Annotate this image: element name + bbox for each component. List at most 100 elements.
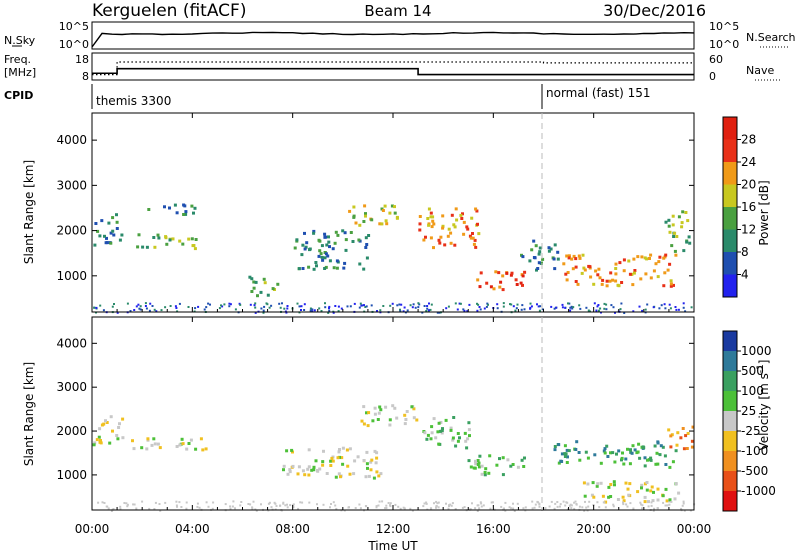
velocity-cell [404, 418, 408, 421]
power-cell [395, 216, 399, 220]
velocity-cell [148, 507, 151, 510]
velocity-cell [513, 509, 516, 512]
station-title: Kerguelen (fitACF) [92, 1, 246, 21]
power-cell [437, 238, 441, 242]
velocity-cell [573, 501, 576, 504]
power-cell [445, 307, 448, 310]
velocity-cell [231, 505, 234, 508]
power-cell [483, 307, 486, 310]
power-colorbar-segment [723, 162, 737, 185]
power-colorbar: 4 8 12 16 20 24 28 [722, 116, 756, 298]
power-cell [686, 219, 690, 223]
power-cell [333, 241, 337, 245]
power-cell [441, 214, 445, 218]
power-cell [153, 308, 156, 311]
velocity-cell [435, 505, 438, 507]
power-cell [312, 267, 316, 271]
power-cell [465, 225, 469, 229]
velocity-cell [412, 416, 416, 420]
power-cell [569, 306, 572, 309]
power-cell [471, 232, 474, 235]
velocity-cell [593, 453, 597, 457]
freq-tick-low: 8 [82, 70, 89, 83]
power-cell [618, 261, 622, 265]
velocity-cell [567, 449, 571, 453]
velocity-cell [196, 502, 199, 505]
power-cell [562, 262, 566, 266]
velocity-y-tick-label: 4000 [56, 336, 87, 350]
velocity-cell [647, 505, 650, 508]
velocity-cell [388, 423, 392, 427]
power-cell [351, 240, 355, 243]
velocity-cell [423, 431, 427, 435]
velocity-cell [461, 506, 464, 509]
velocity-cell [239, 504, 242, 507]
power-cell [248, 275, 252, 279]
power-cell [496, 307, 499, 310]
power-cell [596, 273, 600, 277]
velocity-cell [482, 504, 485, 507]
power-cell [614, 272, 618, 276]
power-cell [674, 253, 678, 257]
power-cell [309, 309, 312, 312]
power-cell [505, 271, 509, 275]
power-cell [501, 288, 505, 292]
power-cell [582, 266, 586, 270]
power-cell [309, 307, 312, 310]
power-cell [537, 261, 541, 265]
velocity-cell [364, 475, 368, 479]
velocity-cell [509, 464, 513, 468]
velocity-cell [596, 501, 599, 504]
velocity-cell [628, 462, 632, 466]
velocity-cell [389, 502, 392, 505]
power-cell [470, 216, 474, 220]
power-cell [664, 253, 668, 257]
power-cell [409, 304, 412, 307]
velocity-cell [107, 507, 110, 510]
nsky-tick-high: 10^5 [59, 20, 89, 33]
power-cell [556, 250, 560, 254]
cpid-label: CPID [4, 89, 33, 102]
power-cell [535, 268, 538, 272]
power-cell [670, 244, 674, 248]
velocity-cell [629, 502, 632, 505]
velocity-cell [645, 488, 649, 492]
velocity-cell [135, 507, 138, 510]
power-cell [358, 262, 362, 266]
power-cell [253, 304, 256, 307]
power-cell [311, 308, 314, 311]
velocity-cell [659, 444, 663, 448]
velocity-cell [381, 500, 384, 503]
velocity-cell [633, 448, 637, 452]
power-cell [561, 306, 564, 309]
velocity-cell [189, 438, 193, 442]
power-cell [426, 305, 429, 307]
velocity-cell [622, 499, 626, 503]
velocity-cell [523, 456, 526, 460]
velocity-cell [480, 472, 484, 476]
velocity-cell [621, 495, 625, 499]
power-cell [254, 311, 257, 314]
velocity-cell [180, 437, 184, 441]
velocity-cell [468, 434, 471, 438]
velocity-cell [566, 455, 569, 459]
velocity-cell [607, 485, 611, 489]
power-cell [487, 303, 489, 306]
velocity-cell [458, 436, 461, 440]
power-cell [589, 275, 593, 279]
power-cell [184, 212, 188, 216]
velocity-cell [438, 429, 442, 433]
velocity-cell [575, 503, 578, 506]
power-cell [663, 303, 666, 306]
velocity-cell [511, 463, 515, 466]
velocity-cell [641, 507, 643, 510]
power-cell [549, 247, 553, 251]
power-cell [96, 229, 100, 233]
velocity-cell [685, 447, 689, 450]
velocity-colorbar-segment [723, 451, 737, 471]
velocity-cell [621, 451, 624, 455]
power-cell [332, 266, 336, 270]
power-cell [385, 222, 389, 226]
velocity-cell [607, 495, 611, 499]
